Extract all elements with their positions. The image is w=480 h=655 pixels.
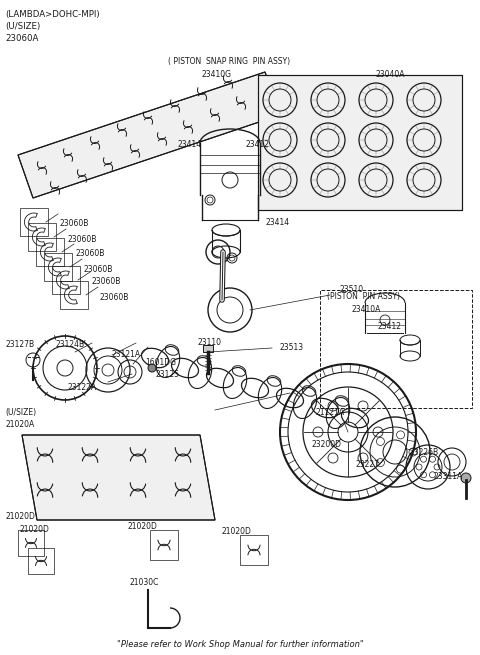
Bar bbox=[203, 345, 213, 352]
Text: 21020D: 21020D bbox=[20, 525, 50, 534]
Text: 23127B: 23127B bbox=[5, 340, 34, 349]
Text: 23412: 23412 bbox=[378, 322, 402, 331]
Text: (U/SIZE): (U/SIZE) bbox=[5, 22, 40, 31]
Text: 23510: 23510 bbox=[340, 285, 364, 294]
Text: 21121A: 21121A bbox=[315, 408, 344, 417]
Text: 23410A: 23410A bbox=[352, 305, 382, 314]
Text: 23110: 23110 bbox=[198, 338, 222, 347]
Text: 23060B: 23060B bbox=[84, 265, 113, 274]
Text: 23412: 23412 bbox=[245, 140, 269, 149]
Text: 23227: 23227 bbox=[355, 460, 379, 469]
Text: 21020D: 21020D bbox=[128, 522, 158, 531]
Text: 21020D: 21020D bbox=[222, 527, 252, 536]
Text: 23122A: 23122A bbox=[68, 383, 97, 392]
Text: 21030C: 21030C bbox=[130, 578, 159, 587]
Text: 23060B: 23060B bbox=[68, 234, 97, 244]
Text: ( PISTON  SNAP RING  PIN ASSY): ( PISTON SNAP RING PIN ASSY) bbox=[168, 57, 290, 66]
Text: 23125: 23125 bbox=[155, 370, 179, 379]
Text: 1601DG: 1601DG bbox=[145, 358, 176, 367]
Text: 23513: 23513 bbox=[280, 343, 304, 352]
Text: 23414: 23414 bbox=[178, 140, 202, 149]
Text: 23200D: 23200D bbox=[312, 440, 342, 449]
Text: 23311A: 23311A bbox=[433, 472, 462, 481]
Text: (LAMBDA>DOHC-MPI): (LAMBDA>DOHC-MPI) bbox=[5, 10, 100, 19]
Text: 23060B: 23060B bbox=[92, 278, 121, 286]
Text: (U/SIZE): (U/SIZE) bbox=[5, 408, 36, 417]
Text: 23124B: 23124B bbox=[55, 340, 84, 349]
Circle shape bbox=[461, 473, 471, 483]
Text: 23060A: 23060A bbox=[5, 34, 38, 43]
Circle shape bbox=[148, 364, 156, 372]
Polygon shape bbox=[22, 435, 215, 520]
Text: (PISTON  PIN ASSY): (PISTON PIN ASSY) bbox=[327, 292, 400, 301]
Text: 23414: 23414 bbox=[265, 218, 289, 227]
Text: 23060B: 23060B bbox=[60, 219, 89, 229]
Text: 23226B: 23226B bbox=[410, 448, 439, 457]
Text: 23040A: 23040A bbox=[375, 70, 405, 79]
Text: 21020D: 21020D bbox=[5, 512, 35, 521]
Bar bbox=[320, 290, 472, 408]
Polygon shape bbox=[258, 75, 462, 210]
Text: 23121A: 23121A bbox=[112, 350, 141, 359]
Polygon shape bbox=[18, 72, 280, 198]
Text: "Please refer to Work Shop Manual for further information": "Please refer to Work Shop Manual for fu… bbox=[117, 640, 363, 649]
Text: 21020A: 21020A bbox=[5, 420, 34, 429]
Text: 23410G: 23410G bbox=[202, 70, 232, 79]
Text: 23060B: 23060B bbox=[100, 293, 130, 301]
Text: 23060B: 23060B bbox=[76, 250, 106, 259]
